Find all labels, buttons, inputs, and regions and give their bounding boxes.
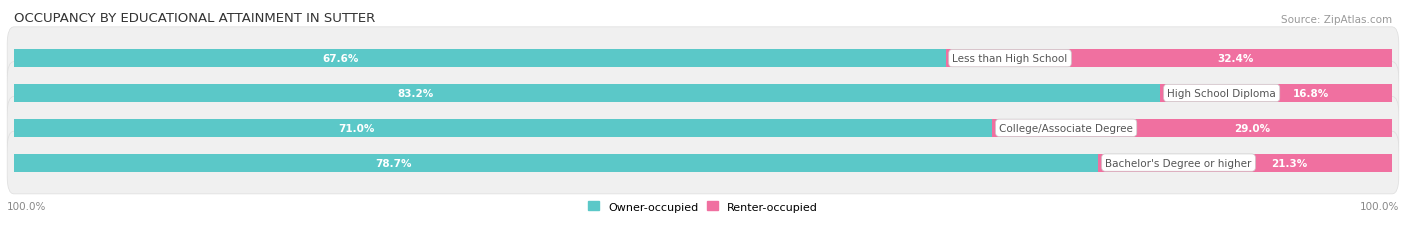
Text: Source: ZipAtlas.com: Source: ZipAtlas.com [1281,15,1392,25]
FancyBboxPatch shape [993,119,1392,137]
Text: Bachelor's Degree or higher: Bachelor's Degree or higher [1105,158,1251,168]
FancyBboxPatch shape [945,50,1392,68]
Text: 67.6%: 67.6% [322,54,359,64]
FancyBboxPatch shape [1098,154,1392,172]
Text: 83.2%: 83.2% [396,88,433,99]
Text: 78.7%: 78.7% [375,158,412,168]
Text: Less than High School: Less than High School [952,54,1067,64]
Text: 29.0%: 29.0% [1234,123,1270,133]
Text: 100.0%: 100.0% [7,201,46,211]
Text: 32.4%: 32.4% [1218,54,1254,64]
FancyBboxPatch shape [7,62,1399,125]
Legend: Owner-occupied, Renter-occupied: Owner-occupied, Renter-occupied [583,197,823,216]
FancyBboxPatch shape [14,119,993,137]
Text: College/Associate Degree: College/Associate Degree [1000,123,1133,133]
FancyBboxPatch shape [1160,85,1392,103]
FancyBboxPatch shape [993,119,1392,137]
Text: 100.0%: 100.0% [1360,201,1399,211]
FancyBboxPatch shape [7,132,1399,194]
FancyBboxPatch shape [7,28,1399,90]
FancyBboxPatch shape [14,50,945,68]
FancyBboxPatch shape [14,154,1098,172]
Text: 71.0%: 71.0% [339,123,374,133]
FancyBboxPatch shape [945,50,1392,68]
FancyBboxPatch shape [1160,85,1392,103]
FancyBboxPatch shape [7,97,1399,159]
Text: High School Diploma: High School Diploma [1167,88,1277,99]
Text: 21.3%: 21.3% [1271,158,1308,168]
FancyBboxPatch shape [14,85,1160,103]
Text: OCCUPANCY BY EDUCATIONAL ATTAINMENT IN SUTTER: OCCUPANCY BY EDUCATIONAL ATTAINMENT IN S… [14,12,375,25]
FancyBboxPatch shape [1098,154,1392,172]
Text: 16.8%: 16.8% [1292,88,1329,99]
